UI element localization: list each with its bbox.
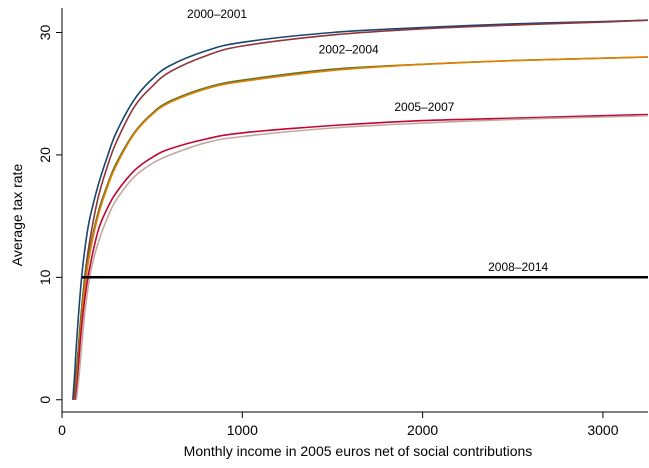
series-line-4 [74, 113, 649, 400]
x-tick-label-1000: 1000 [227, 422, 258, 438]
series-annotation-3: 2008–2014 [488, 260, 548, 274]
series-line-0 [72, 19, 649, 400]
series-annotation-1: 2002–2004 [319, 42, 379, 56]
x-axis-title: Monthly income in 2005 euros net of soci… [184, 443, 533, 459]
series-annotation-0: 2000–2001 [187, 7, 247, 21]
x-tick-label-2000: 2000 [407, 422, 438, 438]
y-tick-label-10: 10 [37, 269, 53, 285]
y-axis-title: Average tax rate [9, 164, 25, 267]
series-line-3 [74, 56, 649, 400]
series-annotation-2: 2005–2007 [394, 100, 454, 114]
axes: 0 10 20 30 0 1000 2000 3000 [37, 8, 648, 438]
y-tick-label-20: 20 [37, 147, 53, 163]
x-tick-label-0: 0 [58, 422, 66, 438]
series-line-1 [72, 19, 649, 400]
x-tick-label-3000: 3000 [587, 422, 618, 438]
series-line-5 [75, 114, 649, 400]
y-tick-label-30: 30 [37, 24, 53, 40]
annotation-layer: 2000–2001 2002–2004 2005–2007 2008–2014 [187, 7, 549, 274]
y-tick-label-0: 0 [37, 396, 53, 404]
series-layer [72, 19, 649, 400]
